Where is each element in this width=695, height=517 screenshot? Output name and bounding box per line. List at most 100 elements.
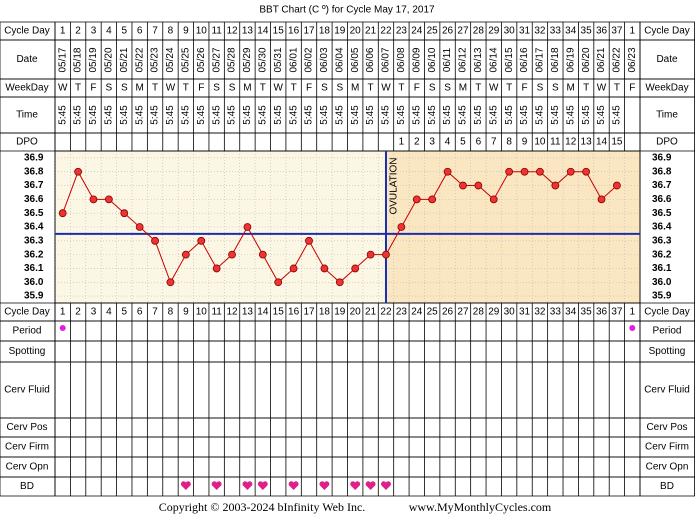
row-label: Cycle Day bbox=[4, 307, 50, 318]
y-tick-label: 36.5 bbox=[652, 208, 672, 219]
time: 5:45 bbox=[334, 105, 345, 125]
weekday: W bbox=[489, 83, 499, 94]
cycle-day: 8 bbox=[168, 26, 174, 37]
y-tick-label: 36.0 bbox=[652, 277, 672, 288]
temperature-point bbox=[536, 167, 544, 176]
temperature-point bbox=[366, 250, 375, 259]
date: 06/09 bbox=[411, 47, 422, 72]
y-tick-label: 36.9 bbox=[24, 153, 44, 164]
row-label: Cerv Opn bbox=[646, 462, 689, 473]
cycle-day: 13 bbox=[242, 26, 254, 37]
ovulation-label: OVULATION bbox=[389, 157, 400, 214]
period-dot bbox=[629, 325, 636, 331]
time: 5:45 bbox=[411, 105, 422, 125]
temperature-point bbox=[212, 264, 221, 273]
y-tick-label: 36.1 bbox=[652, 263, 672, 274]
cycle-day: 15 bbox=[273, 26, 285, 37]
cycle-day: 36 bbox=[596, 307, 608, 318]
time: 5:45 bbox=[535, 105, 546, 125]
weekday: F bbox=[629, 83, 635, 94]
cycle-day: 5 bbox=[121, 26, 127, 37]
date: 06/19 bbox=[565, 47, 576, 72]
date: 05/23 bbox=[150, 47, 161, 72]
temperature-point bbox=[120, 209, 129, 218]
row-label: Cerv Firm bbox=[645, 442, 689, 453]
date: 06/13 bbox=[473, 47, 484, 72]
row-label: Spotting bbox=[9, 346, 46, 357]
cycle-day: 22 bbox=[380, 307, 392, 318]
bd-heart bbox=[365, 481, 376, 490]
y-tick-label: 36.2 bbox=[24, 249, 44, 260]
date: 05/17 bbox=[57, 47, 68, 72]
temperature-point bbox=[597, 195, 606, 204]
weekday: S bbox=[121, 83, 128, 94]
y-tick-label: 36.0 bbox=[24, 277, 44, 288]
cycle-day: 27 bbox=[457, 307, 469, 318]
temperature-point bbox=[520, 167, 529, 176]
weekday: M bbox=[567, 83, 575, 94]
date: 06/15 bbox=[504, 47, 515, 72]
cycle-day: 21 bbox=[365, 307, 377, 318]
cycle-day: 18 bbox=[319, 307, 331, 318]
time: 5:45 bbox=[565, 105, 576, 125]
bd-heart bbox=[211, 481, 222, 490]
weekday: M bbox=[243, 83, 251, 94]
cycle-day: 33 bbox=[550, 26, 562, 37]
row-label: Cycle Day bbox=[644, 26, 690, 37]
date: 06/10 bbox=[427, 47, 438, 72]
cycle-day: 36 bbox=[596, 26, 608, 37]
temperature-point bbox=[320, 264, 329, 273]
row-label: Period bbox=[653, 326, 682, 337]
time: 5:45 bbox=[73, 105, 84, 125]
y-tick-label: 36.7 bbox=[24, 180, 44, 191]
temperature-point bbox=[166, 278, 175, 287]
date: 05/27 bbox=[211, 47, 222, 72]
time: 5:45 bbox=[119, 105, 130, 125]
dpo: 5 bbox=[460, 137, 466, 148]
temperature-point bbox=[243, 223, 252, 231]
temperature-point bbox=[305, 236, 313, 245]
row-label: WeekDay bbox=[645, 83, 688, 94]
weekday: W bbox=[166, 83, 176, 94]
cycle-day: 11 bbox=[211, 26, 222, 37]
weekday: T bbox=[368, 83, 374, 94]
y-tick-label: 35.9 bbox=[24, 291, 44, 302]
cycle-day: 17 bbox=[303, 307, 315, 318]
cycle-day: 27 bbox=[457, 26, 469, 37]
temperature-point bbox=[89, 195, 98, 204]
chart-title: BBT Chart (C º) for Cycle May 17, 2017 bbox=[259, 5, 435, 16]
temperature-point bbox=[58, 209, 67, 218]
weekday: W bbox=[381, 83, 391, 94]
row-label: Cerv Pos bbox=[646, 422, 687, 433]
y-tick-label: 36.5 bbox=[24, 208, 44, 219]
cycle-day: 37 bbox=[611, 26, 623, 37]
dpo: 15 bbox=[611, 137, 623, 148]
date: 06/07 bbox=[381, 47, 392, 72]
bd-heart bbox=[257, 481, 268, 490]
cycle-day: 2 bbox=[75, 307, 81, 318]
cycle-day: 11 bbox=[211, 307, 222, 318]
weekday: S bbox=[321, 83, 328, 94]
cycle-day: 35 bbox=[581, 307, 593, 318]
cycle-day: 17 bbox=[303, 26, 315, 37]
weekday: F bbox=[521, 83, 527, 94]
temperature-point bbox=[505, 167, 514, 176]
cycle-day: 2 bbox=[75, 26, 81, 37]
dpo: 11 bbox=[550, 137, 561, 148]
weekday: T bbox=[260, 83, 266, 94]
cycle-day: 18 bbox=[319, 26, 331, 37]
time: 5:45 bbox=[365, 105, 376, 125]
cycle-day: 32 bbox=[534, 26, 546, 37]
cycle-day: 34 bbox=[565, 307, 577, 318]
y-tick-label: 36.9 bbox=[652, 153, 672, 164]
cycle-day: 29 bbox=[488, 26, 500, 37]
y-tick-label: 36.8 bbox=[24, 166, 44, 177]
date: 05/31 bbox=[273, 47, 284, 72]
weekday: T bbox=[75, 83, 81, 94]
date: 06/20 bbox=[581, 47, 592, 72]
dpo: 1 bbox=[399, 137, 405, 148]
weekday: S bbox=[537, 83, 544, 94]
date: 05/18 bbox=[73, 47, 84, 72]
y-tick-label: 36.4 bbox=[652, 222, 672, 233]
date: 05/24 bbox=[165, 47, 176, 72]
